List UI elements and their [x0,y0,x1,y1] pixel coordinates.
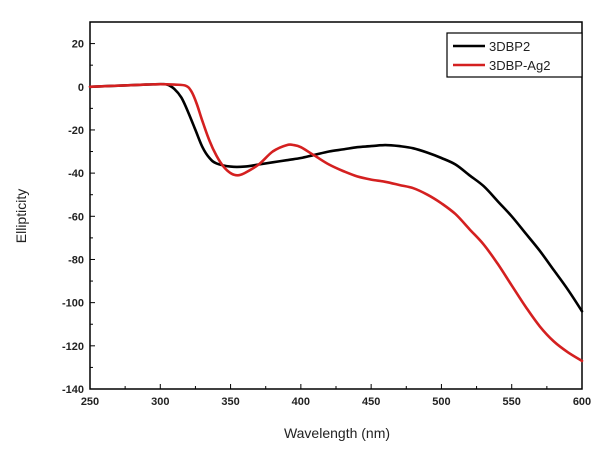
x-tick-label: 550 [503,396,521,408]
y-tick-label: -140 [62,384,84,396]
y-tick-label: -40 [68,168,84,180]
series-line-3dbp-ag2 [88,82,584,363]
x-axis-title: Wavelength (nm) [284,425,390,441]
y-tick-label: -20 [68,125,84,137]
y-axis-title: Ellipticity [13,189,29,243]
x-tick-label: 500 [432,396,450,408]
legend-label: 3DBP2 [489,39,530,54]
series-layer [88,82,584,363]
y-axis-ticks: 20 0 -20 -40 -60 -80 -100 -120 -140 [62,39,95,396]
legend-box [446,32,583,78]
y-tick-label: 20 [72,39,84,51]
y-tick-label: -120 [62,341,84,353]
x-tick-label: 450 [362,396,380,408]
legend-label: 3DBP-Ag2 [489,58,550,73]
y-tick-label: -100 [62,298,84,310]
x-tick-label: 250 [81,396,99,408]
series-line-3dbp2 [88,82,584,313]
x-tick-label: 350 [221,396,239,408]
x-axis-ticks: 250 300 350 400 450 500 550 600 [81,384,591,408]
y-tick-label: -80 [68,254,84,266]
x-tick-label: 400 [292,396,310,408]
legend: 3DBP2 3DBP-Ag2 [446,32,583,78]
y-tick-label: 0 [78,82,84,94]
x-tick-label: 300 [151,396,169,408]
x-tick-label: 600 [573,396,591,408]
y-tick-label: -60 [68,211,84,223]
